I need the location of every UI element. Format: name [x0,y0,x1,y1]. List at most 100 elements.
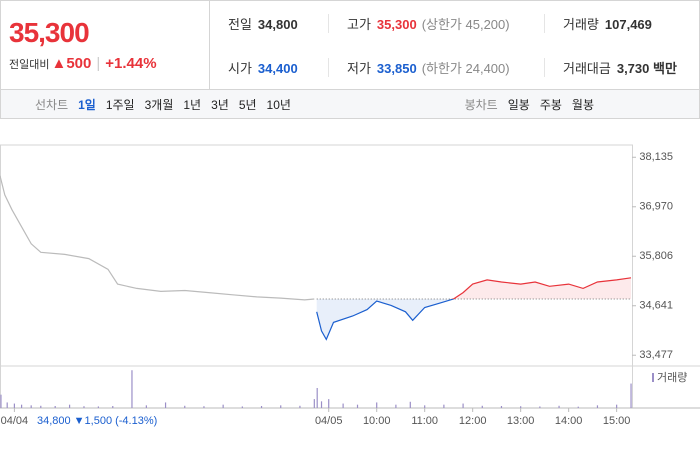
volume-bar [68,404,71,408]
x-tick-label: 04/05 [315,415,343,427]
y-tick-label: 33,477 [639,349,673,361]
tab[interactable]: 1일 [78,97,96,112]
stat: 고가 35,300 (상한가 45,200) [328,13,544,33]
volume-bar [40,405,42,408]
volume-bar [409,401,411,408]
volume-bar [320,401,323,408]
volume-bar [20,404,23,408]
stat-value: 34,800 [257,16,298,32]
volume-bar [481,405,483,408]
area-up [316,277,632,299]
volume-bar [222,404,224,408]
plot-frame [0,144,633,409]
price-line-up [451,277,632,299]
volume-bar [577,406,579,408]
y-tick-label: 36,970 [639,201,673,213]
volume-bar [596,405,599,408]
volume-bar [83,406,85,408]
stat-value: 107,469 [604,16,652,32]
volume-bar [558,405,560,408]
volume-bar [97,406,99,408]
change-value: ▲500 [51,55,92,72]
volume-bar [328,399,330,408]
stat: 거래량 107,469 [544,13,699,33]
tab[interactable]: 일봉 [507,97,530,112]
x-tick-label: 11:00 [411,415,438,427]
tab[interactable]: 3년 [211,97,229,112]
stats-row: 시가 34,400 저가 33,850 (하한가 24,400) 거래대금 3,730 백만 [210,45,699,89]
tab-group-label: 선차트 [35,97,69,112]
header: 35,300 전일대비 ▲500 | +1.44% 전일 34,800 고가 35,300(… [0,0,700,90]
summary-value: 34,800 [37,415,71,427]
tab-bar: 선차트 1일 1주일 3개월 1년 3년 5년 10년 봉차트 일봉 주봉 월봉 [0,89,700,119]
price: 35,300 [9,17,90,48]
volume-bar [500,406,503,408]
change-label: 전일대비 [9,59,50,71]
day-summary: 34,800 ▼1,500 (-4.13%) [37,415,157,427]
volume-bar [54,406,56,408]
volume-bar [13,403,15,408]
volume-bar [0,394,2,408]
y-tick-label: 35,806 [639,250,673,262]
x-tick-label: 04/04 [1,415,29,427]
x-tick-label: 14:00 [555,415,583,427]
stat-value: 33,850 [376,60,417,76]
tab[interactable]: 월봉 [571,97,594,112]
volume-bar [356,404,359,408]
volume-bar [520,406,522,408]
volume-bar [316,388,318,408]
tab[interactable]: 주봉 [539,97,562,112]
stat-value: 34,400 [257,60,298,76]
volume-bar [462,403,464,408]
volume-bar [203,406,205,408]
volume-bar [630,383,632,408]
volume-bar [395,404,397,408]
volume-bar [131,370,133,408]
stat-value: 3,730 백만 [616,60,677,76]
volume-legend: 거래량 [657,371,687,384]
volume-bar [6,402,8,408]
stat: 시가 34,400 [210,58,328,77]
volume-bar [145,405,147,408]
stat-label: 거래대금 [563,60,611,76]
stat-value: 35,300 [376,16,417,32]
y-tick-label: 38,135 [639,151,673,163]
tab-group-label: 봉차트 [464,97,498,112]
volume-bar [443,404,445,408]
stat-label: 거래량 [563,16,599,32]
tab[interactable]: 5년 [238,97,257,112]
volume-bar [112,406,114,408]
price-line [0,175,315,301]
volume-legend-swatch [652,373,654,382]
stat: 거래대금 3,730 백만 [544,57,699,77]
change: 전일대비 ▲500 | +1.44% [9,55,157,72]
x-tick-label: 10:00 [363,415,391,427]
volume-bar [313,399,315,408]
tab[interactable]: 10년 [266,97,291,112]
stat-label: 시가 [228,60,252,76]
volume-bar [539,406,541,408]
x-tick-label: 12:00 [459,415,487,427]
stats-row: 전일 34,800 고가 35,300 (상한가 45,200) 거래량 107,469 [210,1,699,45]
volume-bar [299,405,301,408]
volume-bar [424,405,426,408]
price-box: 35,300 전일대비 ▲500 | +1.44% [1,1,210,89]
stat: 전일 34,800 [210,14,328,33]
tab[interactable]: 1주일 [105,97,135,112]
tab[interactable]: 3개월 [144,97,174,112]
y-tick-label: 34,641 [639,300,673,312]
volume-bar [184,405,186,408]
tab[interactable]: 1년 [183,97,202,112]
stat-label: 전일 [228,16,252,32]
x-tick-label: 13:00 [507,415,535,427]
area-down [316,299,632,340]
summary-change: ▼1,500 [74,415,112,427]
volume-bar [376,402,378,408]
stat-label: 고가 [347,16,371,32]
volume-bar [164,402,167,408]
price-line-down [316,299,455,341]
volume-bar [241,406,243,408]
volume-bar [616,404,618,408]
